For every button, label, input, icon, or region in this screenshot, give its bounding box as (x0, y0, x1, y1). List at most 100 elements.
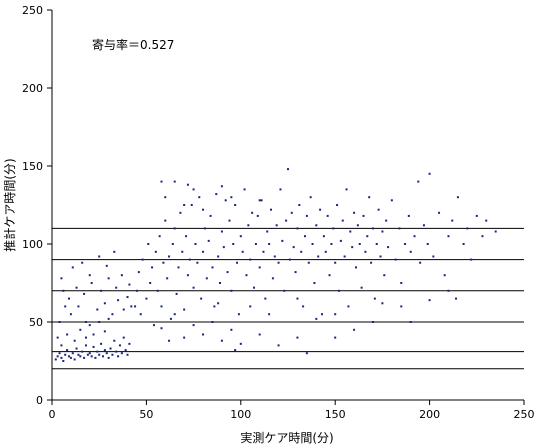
data-point (371, 321, 374, 323)
data-point (111, 353, 114, 356)
data-point (249, 258, 252, 261)
data-point (258, 199, 261, 202)
y-tick-label: 150 (22, 160, 43, 173)
data-point (334, 336, 337, 339)
data-point (162, 261, 165, 264)
data-point (390, 199, 393, 202)
data-point (315, 317, 318, 320)
data-point (160, 305, 163, 308)
x-tick-label: 100 (230, 408, 251, 421)
data-point (364, 250, 367, 253)
data-point (62, 360, 65, 362)
data-point (413, 235, 416, 238)
data-point (353, 328, 356, 331)
data-point (103, 302, 106, 305)
data-point (200, 297, 203, 300)
data-point (311, 243, 314, 245)
data-point (262, 250, 265, 253)
data-point (156, 289, 159, 292)
data-point (103, 349, 106, 352)
data-point (404, 243, 407, 245)
data-point (290, 211, 293, 214)
data-point (351, 246, 354, 249)
data-point (230, 289, 233, 292)
data-point (75, 286, 78, 289)
data-point (209, 214, 212, 217)
data-point (319, 208, 322, 211)
data-point (341, 219, 344, 222)
data-point (141, 258, 144, 261)
data-point (92, 345, 95, 348)
data-point (432, 255, 435, 258)
x-axis-title: 実測ケア時間(分) (240, 430, 333, 445)
data-point (60, 277, 63, 280)
data-point (169, 317, 172, 320)
x-tick-label: 250 (514, 408, 535, 421)
data-point (419, 261, 422, 264)
data-point (258, 333, 261, 336)
data-point (211, 321, 214, 323)
data-point (64, 353, 67, 356)
data-point (88, 324, 91, 327)
data-point (113, 339, 116, 342)
data-point (426, 243, 429, 245)
data-point (122, 336, 125, 339)
data-point (334, 313, 337, 316)
data-point (69, 356, 72, 359)
data-point (81, 261, 84, 264)
data-point (275, 224, 278, 227)
data-point (273, 255, 276, 258)
data-point (324, 250, 327, 253)
data-point (456, 196, 459, 199)
data-point (400, 305, 403, 308)
data-point (67, 355, 70, 358)
data-point (128, 342, 131, 345)
data-point (288, 258, 291, 261)
data-point (166, 277, 169, 280)
data-point (192, 286, 195, 289)
data-point (230, 328, 233, 331)
data-point (277, 261, 280, 264)
y-tick-labels: 0 50 100 150 200 250 (22, 4, 43, 407)
data-point (168, 339, 171, 342)
data-point (422, 224, 425, 227)
data-point (88, 274, 91, 277)
annotation-r-squared: 寄与率＝0.527 (92, 37, 174, 52)
data-point (298, 204, 301, 206)
data-point (326, 214, 329, 217)
data-point (239, 235, 242, 238)
data-point (339, 239, 342, 242)
data-point (84, 344, 87, 347)
data-point (83, 292, 86, 295)
data-point (202, 208, 205, 211)
data-point (320, 313, 323, 316)
data-point (173, 313, 176, 316)
reference-lines (52, 227, 524, 370)
data-point (394, 258, 397, 261)
data-point (494, 230, 497, 233)
data-point (370, 261, 373, 264)
data-point (226, 271, 229, 274)
data-point (417, 180, 420, 183)
data-point (115, 350, 118, 353)
data-point (71, 352, 74, 355)
data-point (330, 243, 333, 245)
data-point (120, 352, 123, 355)
data-point (400, 282, 403, 284)
data-point (224, 199, 227, 202)
data-point (190, 204, 193, 206)
x-tick-label: 150 (325, 408, 346, 421)
data-point (62, 289, 65, 292)
data-point (277, 344, 280, 347)
data-point (73, 358, 76, 361)
data-point (217, 255, 220, 258)
data-point (381, 302, 384, 305)
data-point (64, 305, 67, 308)
data-point (228, 219, 231, 222)
data-point (60, 356, 63, 359)
data-point (192, 324, 195, 327)
data-point (126, 353, 129, 356)
data-point (266, 230, 269, 233)
data-point (98, 353, 101, 356)
data-point (383, 274, 386, 277)
